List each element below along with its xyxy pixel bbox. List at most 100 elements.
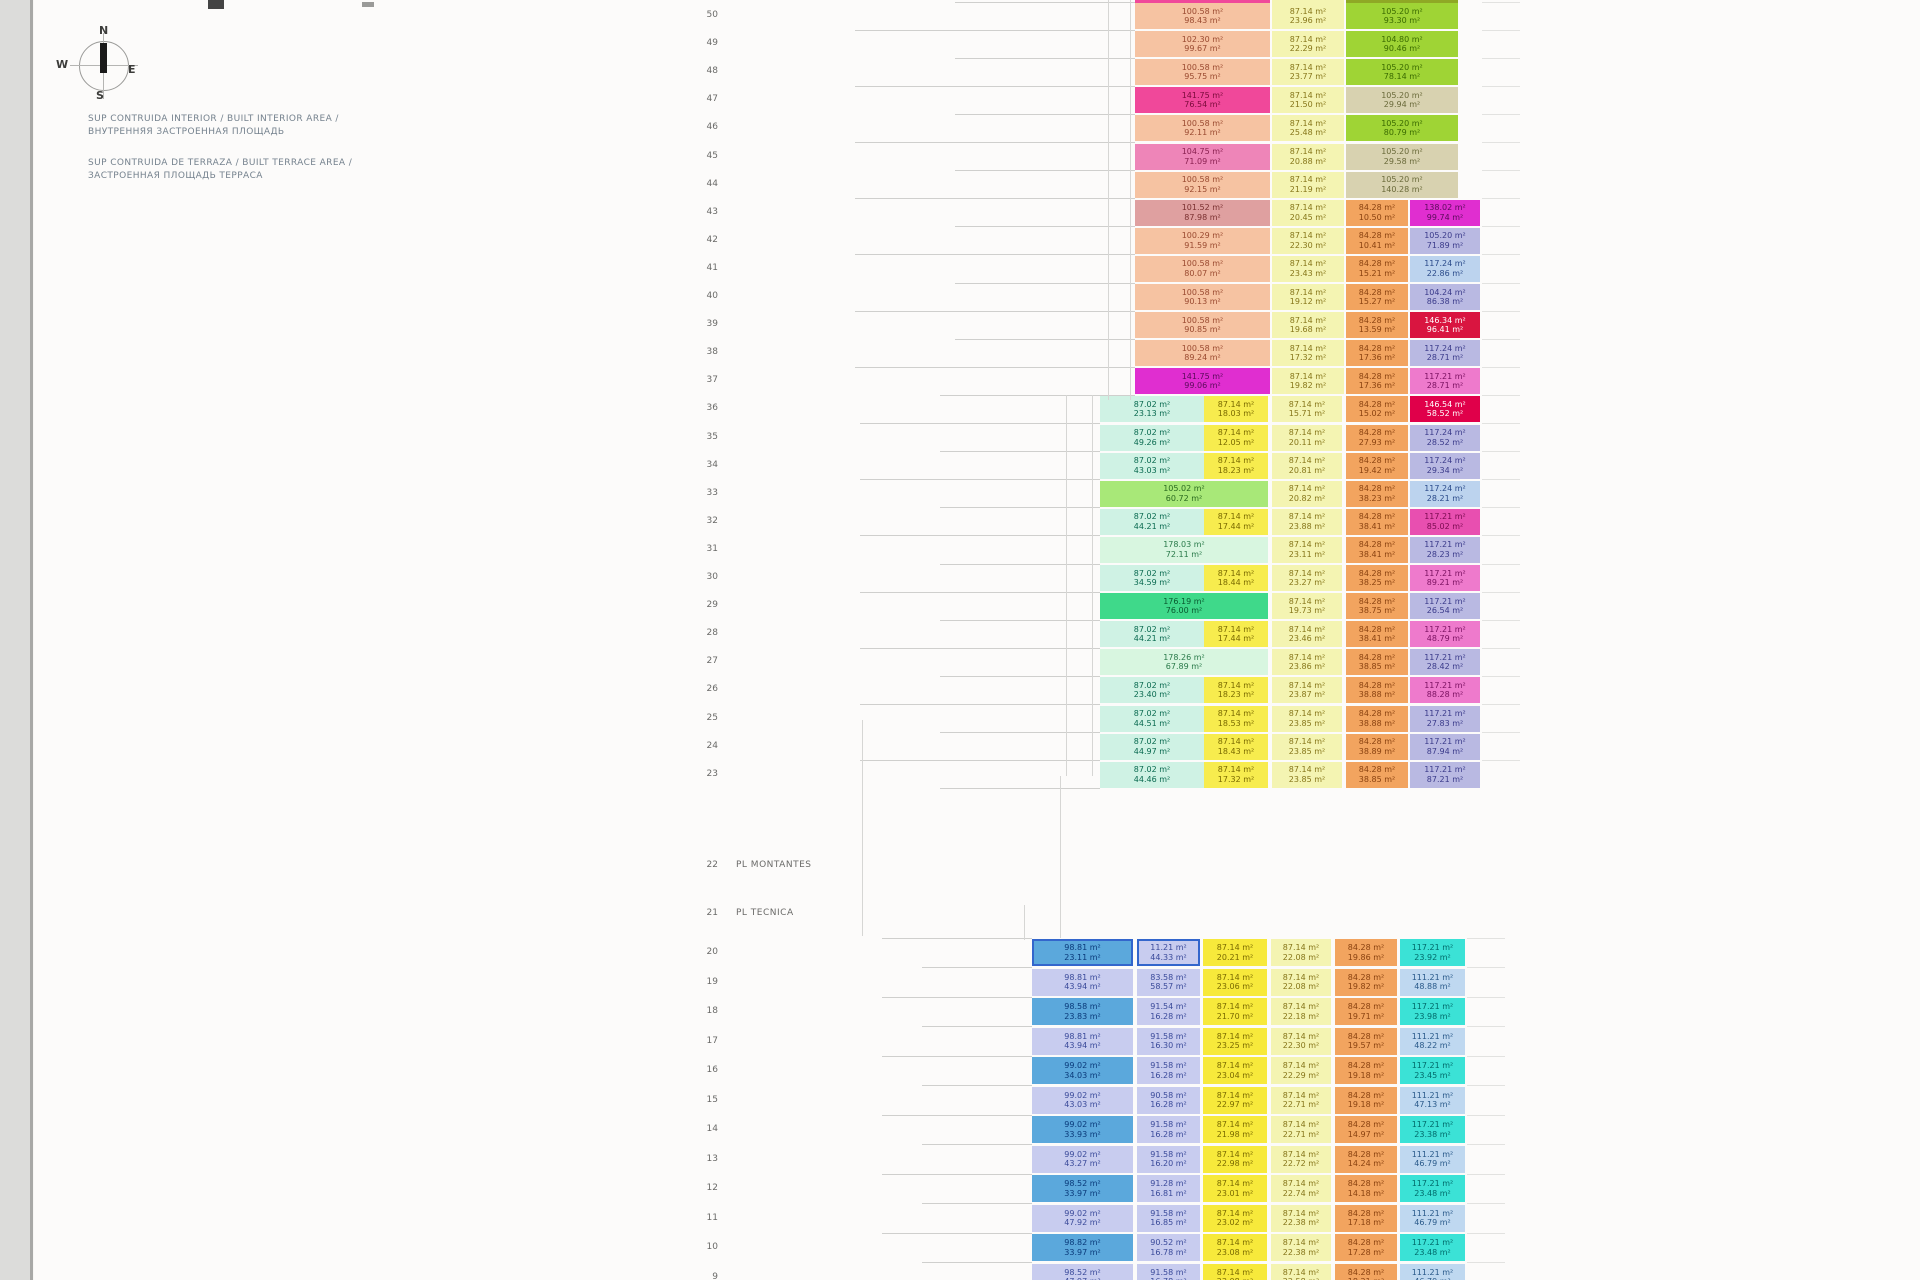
unit-cell-floor14-L4[interactable]: 87.14 m² 22.71 m² bbox=[1271, 1116, 1331, 1144]
unit-cell-floor35-E[interactable]: 117.24 m² 28.52 m² bbox=[1410, 424, 1480, 451]
unit-cell-floor17-L4[interactable]: 87.14 m² 22.30 m² bbox=[1271, 1027, 1331, 1055]
unit-cell-floor49-G[interactable]: 104.80 m² 90.46 m² bbox=[1346, 31, 1458, 58]
unit-cell-floor36-E[interactable]: 146.54 m² 58.52 m² bbox=[1410, 396, 1480, 423]
unit-cell-floor43-O[interactable]: 84.28 m² 10.50 m² bbox=[1346, 199, 1408, 226]
unit-cell-floor12-L5[interactable]: 84.28 m² 14.18 m² bbox=[1335, 1175, 1397, 1203]
unit-cell-floor50-Y[interactable]: 87.14 m² 23.96 m² bbox=[1272, 3, 1344, 29]
unit-cell-floor10-L5[interactable]: 84.28 m² 17.28 m² bbox=[1335, 1234, 1397, 1262]
unit-cell-floor42-O[interactable]: 84.28 m² 10.41 m² bbox=[1346, 227, 1408, 254]
unit-cell-floor40-R[interactable]: 104.24 m² 86.38 m² bbox=[1410, 284, 1480, 310]
unit-cell-floor32-E[interactable]: 117.21 m² 85.02 m² bbox=[1410, 508, 1480, 535]
unit-cell-floor35-D[interactable]: 84.28 m² 27.93 m² bbox=[1346, 424, 1408, 451]
unit-cell-floor19-L5[interactable]: 84.28 m² 19.82 m² bbox=[1335, 968, 1397, 996]
unit-cell-floor47-Y[interactable]: 87.14 m² 21.50 m² bbox=[1272, 87, 1344, 114]
unit-cell-floor33-D[interactable]: 84.28 m² 38.23 m² bbox=[1346, 480, 1408, 507]
unit-cell-floor34-A[interactable]: 87.02 m² 43.03 m² bbox=[1100, 452, 1204, 479]
unit-cell-floor48-G[interactable]: 105.20 m² 78.14 m² bbox=[1346, 59, 1458, 86]
unit-cell-floor14-L5[interactable]: 84.28 m² 14.97 m² bbox=[1335, 1116, 1397, 1144]
unit-cell-floor41-R[interactable]: 117.24 m² 22.86 m² bbox=[1410, 255, 1480, 282]
unit-cell-floor44-S[interactable]: 100.58 m² 92.15 m² bbox=[1135, 171, 1270, 198]
unit-cell-floor42-R[interactable]: 105.20 m² 71.89 m² bbox=[1410, 227, 1480, 254]
unit-cell-floor45-Y[interactable]: 87.14 m² 20.88 m² bbox=[1272, 143, 1344, 170]
unit-cell-floor35-C[interactable]: 87.14 m² 20.11 m² bbox=[1272, 424, 1342, 451]
unit-cell-floor37-O[interactable]: 84.28 m² 17.36 m² bbox=[1346, 368, 1408, 395]
unit-cell-floor16-L4[interactable]: 87.14 m² 22.29 m² bbox=[1271, 1057, 1331, 1085]
unit-cell-floor40-O[interactable]: 84.28 m² 15.27 m² bbox=[1346, 284, 1408, 310]
unit-cell-floor38-O[interactable]: 84.28 m² 17.36 m² bbox=[1346, 340, 1408, 367]
unit-cell-floor30-C[interactable]: 87.14 m² 23.27 m² bbox=[1272, 565, 1342, 591]
unit-cell-floor36-D[interactable]: 84.28 m² 15.02 m² bbox=[1346, 396, 1408, 423]
unit-cell-floor18-L1[interactable]: 98.58 m² 23.83 m² bbox=[1032, 998, 1133, 1026]
unit-cell-floor11-L6[interactable]: 111.21 m² 46.79 m² bbox=[1400, 1204, 1465, 1232]
unit-cell-floor20-L2[interactable]: 11.21 m² 44.33 m² bbox=[1137, 939, 1200, 967]
unit-cell-floor43-S[interactable]: 101.52 m² 87.98 m² bbox=[1135, 199, 1270, 226]
unit-cell-floor27-E[interactable]: 117.21 m² 28.42 m² bbox=[1410, 649, 1480, 676]
unit-cell-floor15-L6[interactable]: 111.21 m² 47.13 m² bbox=[1400, 1086, 1465, 1114]
unit-cell-floor48-S[interactable]: 100.58 m² 95.75 m² bbox=[1135, 59, 1270, 86]
unit-cell-floor14-L1[interactable]: 99.02 m² 33.93 m² bbox=[1032, 1116, 1133, 1144]
unit-cell-floor12-L4[interactable]: 87.14 m² 22.74 m² bbox=[1271, 1175, 1331, 1203]
unit-cell-floor41-Y[interactable]: 87.14 m² 23.43 m² bbox=[1272, 255, 1344, 282]
unit-cell-floor11-L1[interactable]: 99.02 m² 47.92 m² bbox=[1032, 1204, 1133, 1232]
unit-cell-floor14-L2[interactable]: 91.58 m² 16.28 m² bbox=[1137, 1116, 1200, 1144]
unit-cell-floor10-L3[interactable]: 87.14 m² 23.08 m² bbox=[1203, 1234, 1267, 1262]
unit-cell-floor46-G[interactable]: 105.20 m² 80.79 m² bbox=[1346, 115, 1458, 142]
unit-cell-floor46-S[interactable]: 100.58 m² 92.11 m² bbox=[1135, 115, 1270, 142]
unit-cell-floor18-L6[interactable]: 117.21 m² 23.98 m² bbox=[1400, 998, 1465, 1026]
unit-cell-floor10-L1[interactable]: 98.82 m² 33.97 m² bbox=[1032, 1234, 1133, 1262]
unit-cell-floor20-L6[interactable]: 117.21 m² 23.92 m² bbox=[1400, 939, 1465, 967]
unit-cell-floor15-L1[interactable]: 99.02 m² 43.03 m² bbox=[1032, 1086, 1133, 1114]
unit-cell-floor11-L5[interactable]: 84.28 m² 17.18 m² bbox=[1335, 1204, 1397, 1232]
unit-cell-floor31-D[interactable]: 84.28 m² 38.41 m² bbox=[1346, 536, 1408, 563]
unit-cell-floor13-L6[interactable]: 111.21 m² 46.79 m² bbox=[1400, 1145, 1465, 1173]
unit-cell-floor34-B[interactable]: 87.14 m² 18.23 m² bbox=[1204, 452, 1268, 479]
unit-cell-floor11-L3[interactable]: 87.14 m² 23.02 m² bbox=[1203, 1204, 1267, 1232]
unit-cell-floor19-L2[interactable]: 83.58 m² 58.57 m² bbox=[1137, 968, 1200, 996]
unit-cell-floor38-R[interactable]: 117.24 m² 28.71 m² bbox=[1410, 340, 1480, 367]
unit-cell-floor24-C[interactable]: 87.14 m² 23.85 m² bbox=[1272, 733, 1342, 760]
unit-cell-floor24-E[interactable]: 117.21 m² 87.94 m² bbox=[1410, 733, 1480, 760]
unit-cell-floor26-B[interactable]: 87.14 m² 18.23 m² bbox=[1204, 677, 1268, 704]
unit-cell-floor50-S[interactable]: 100.58 m² 98.43 m² bbox=[1135, 3, 1270, 29]
unit-cell-floor13-L4[interactable]: 87.14 m² 22.72 m² bbox=[1271, 1145, 1331, 1173]
unit-cell-floor16-L3[interactable]: 87.14 m² 23.04 m² bbox=[1203, 1057, 1267, 1085]
unit-cell-floor18-L3[interactable]: 87.14 m² 21.70 m² bbox=[1203, 998, 1267, 1026]
unit-cell-floor23-B[interactable]: 87.14 m² 17.32 m² bbox=[1204, 761, 1268, 788]
unit-cell-floor12-L3[interactable]: 87.14 m² 23.01 m² bbox=[1203, 1175, 1267, 1203]
unit-cell-floor12-L1[interactable]: 98.52 m² 33.97 m² bbox=[1032, 1175, 1133, 1203]
unit-cell-floor15-L5[interactable]: 84.28 m² 19.18 m² bbox=[1335, 1086, 1397, 1114]
unit-cell-floor38-Y[interactable]: 87.14 m² 17.32 m² bbox=[1272, 340, 1344, 367]
unit-cell-floor12-L2[interactable]: 91.28 m² 16.81 m² bbox=[1137, 1175, 1200, 1203]
unit-cell-floor19-L1[interactable]: 98.81 m² 43.94 m² bbox=[1032, 968, 1133, 996]
unit-cell-floor37-Y[interactable]: 87.14 m² 19.82 m² bbox=[1272, 368, 1344, 395]
unit-cell-floor28-A[interactable]: 87.02 m² 44.21 m² bbox=[1100, 621, 1204, 648]
unit-cell-floor37-R[interactable]: 117.21 m² 28.71 m² bbox=[1410, 368, 1480, 395]
unit-cell-floor27-C[interactable]: 87.14 m² 23.86 m² bbox=[1272, 649, 1342, 676]
unit-cell-floor36-B[interactable]: 87.14 m² 18.03 m² bbox=[1204, 396, 1268, 423]
unit-cell-floor35-A[interactable]: 87.02 m² 49.26 m² bbox=[1100, 424, 1204, 451]
unit-cell-floor25-E[interactable]: 117.21 m² 27.83 m² bbox=[1410, 705, 1480, 732]
unit-cell-floor14-L6[interactable]: 117.21 m² 23.38 m² bbox=[1400, 1116, 1465, 1144]
unit-cell-floor45-S[interactable]: 104.75 m² 71.09 m² bbox=[1135, 143, 1270, 170]
unit-cell-floor24-A[interactable]: 87.02 m² 44.97 m² bbox=[1100, 733, 1204, 760]
unit-cell-floor40-S[interactable]: 100.58 m² 90.13 m² bbox=[1135, 284, 1270, 310]
unit-cell-floor14-L3[interactable]: 87.14 m² 21.98 m² bbox=[1203, 1116, 1267, 1144]
unit-cell-floor26-E[interactable]: 117.21 m² 88.28 m² bbox=[1410, 677, 1480, 704]
unit-cell-floor29-W[interactable]: 176.19 m² 76.00 m² bbox=[1100, 593, 1268, 620]
unit-cell-floor47-G[interactable]: 105.20 m² 29.94 m² bbox=[1346, 87, 1458, 114]
unit-cell-floor29-D[interactable]: 84.28 m² 38.75 m² bbox=[1346, 593, 1408, 620]
unit-cell-floor15-L4[interactable]: 87.14 m² 22.71 m² bbox=[1271, 1086, 1331, 1114]
unit-cell-floor49-S[interactable]: 102.30 m² 99.67 m² bbox=[1135, 31, 1270, 58]
unit-cell-floor48-Y[interactable]: 87.14 m² 23.77 m² bbox=[1272, 59, 1344, 86]
unit-cell-floor44-Y[interactable]: 87.14 m² 21.19 m² bbox=[1272, 171, 1344, 198]
unit-cell-floor39-R[interactable]: 146.34 m² 96.41 m² bbox=[1410, 312, 1480, 339]
unit-cell-floor18-L2[interactable]: 91.54 m² 16.28 m² bbox=[1137, 998, 1200, 1026]
unit-cell-floor17-L5[interactable]: 84.28 m² 19.57 m² bbox=[1335, 1027, 1397, 1055]
unit-cell-floor13-L3[interactable]: 87.14 m² 22.98 m² bbox=[1203, 1145, 1267, 1173]
unit-cell-floor39-Y[interactable]: 87.14 m² 19.68 m² bbox=[1272, 312, 1344, 339]
unit-cell-floor13-L1[interactable]: 99.02 m² 43.27 m² bbox=[1032, 1145, 1133, 1173]
unit-cell-floor10-L4[interactable]: 87.14 m² 22.38 m² bbox=[1271, 1234, 1331, 1262]
unit-cell-floor33-E[interactable]: 117.24 m² 28.21 m² bbox=[1410, 480, 1480, 507]
